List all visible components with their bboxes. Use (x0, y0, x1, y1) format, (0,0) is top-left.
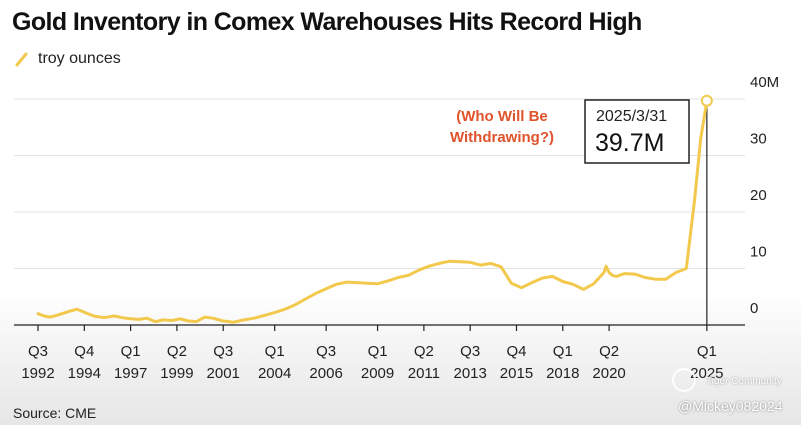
x-tick-quarter: Q1 (553, 343, 573, 360)
x-tick-year: 2025 (690, 365, 723, 382)
x-tick-year: 2018 (546, 365, 579, 382)
x-tick-year: 2004 (258, 365, 291, 382)
x-tick-year: 2001 (207, 365, 240, 382)
x-tick-quarter: Q2 (167, 343, 187, 360)
y-tick-label: 30 (750, 131, 767, 148)
latest-point-marker (700, 94, 713, 107)
x-tick-quarter: Q3 (460, 343, 480, 360)
x-tick-quarter: Q4 (506, 343, 526, 360)
watermark-logo-icon (672, 368, 696, 392)
source-note: Source: CME (13, 405, 97, 421)
x-axis-ticks: Q3 1992 Q4 1994 Q1 1997 Q2 1999 Q3 2001 Q1 2004 Q3 20… (21, 325, 724, 382)
x-tick-year: 1997 (114, 365, 147, 382)
y-tick-label: 40M (750, 74, 779, 91)
y-tick-label: 10 (750, 244, 767, 261)
x-tick-quarter: Q1 (368, 343, 388, 360)
legend-label: troy ounces (38, 50, 121, 67)
x-tick-quarter: Q4 (74, 343, 94, 360)
x-tick-quarter: Q1 (697, 343, 717, 360)
callout-value: 39.7M (595, 129, 664, 157)
x-tick-year: 2011 (408, 365, 440, 382)
x-tick-quarter: Q1 (265, 343, 285, 360)
x-tick-year: 2009 (361, 365, 394, 382)
x-tick-quarter: Q3 (213, 343, 233, 360)
x-tick-quarter: Q3 (28, 343, 48, 360)
x-tick-year: 2013 (453, 365, 486, 382)
x-tick-year: 1999 (160, 365, 193, 382)
callout-date: 2025/3/31 (596, 108, 667, 125)
x-tick-year: 1994 (68, 365, 101, 382)
x-tick-year: 1992 (21, 365, 54, 382)
x-tick-quarter: Q2 (414, 343, 434, 360)
legend-line-icon (15, 52, 28, 67)
y-axis-ticks: 0 10 20 30 40M (750, 74, 779, 317)
callout-box (584, 99, 690, 164)
x-tick-year: 2015 (500, 365, 533, 382)
series-line-troy-ounces (36, 99, 709, 324)
watermark-community: Tiger Community (706, 376, 782, 387)
chart-title: Gold Inventory in Comex Warehouses Hits … (12, 8, 642, 36)
legend: troy ounces (14, 50, 121, 68)
x-tick-year: 2020 (592, 365, 625, 382)
watermark-user: @Mickey082024 (678, 398, 783, 414)
annotation-line-2: Withdrawing?) (450, 129, 554, 146)
x-tick-quarter: Q2 (599, 343, 619, 360)
annotation-line-1: (Who Will Be (456, 108, 548, 125)
x-tick-quarter: Q3 (316, 343, 336, 360)
y-tick-label: 20 (750, 187, 767, 204)
y-tick-label: 0 (750, 300, 758, 317)
x-tick-quarter: Q1 (121, 343, 141, 360)
x-tick-year: 2006 (309, 365, 342, 382)
